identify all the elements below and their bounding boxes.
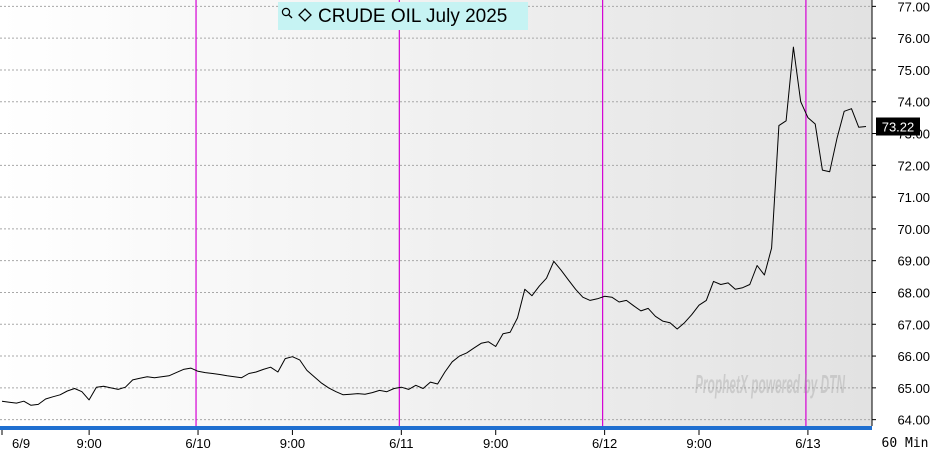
x-tick-label: 6/11 [389, 436, 413, 451]
x-tick-label: 6/12 [592, 436, 617, 451]
y-tick-label: 69.00 [897, 254, 930, 269]
watermark: ProphetX powered by DTN [695, 369, 846, 399]
x-tick-label: 9:00 [280, 436, 305, 451]
y-tick-label: 70.00 [897, 222, 930, 237]
timeframe-label[interactable]: 60 Min [874, 431, 936, 455]
series-layer [1, 46, 867, 406]
chart-title-box: CRUDE OIL July 2025 [278, 2, 528, 30]
y-tick-label: 66.00 [897, 349, 930, 364]
y-tick-label: 72.00 [897, 158, 930, 173]
x-axis: 6/9 9:00 6/10 9:00 6/11 9:00 6/12 9:00 6/13 [1, 430, 821, 451]
x-tick-label: 6/9 [12, 436, 30, 451]
y-tick-label: 71.00 [897, 190, 930, 205]
x-tick-label: 9:00 [483, 436, 508, 451]
y-tick-label: 76.00 [897, 31, 930, 46]
last-price-box [876, 117, 920, 136]
y-tick-label: 67.00 [897, 317, 930, 332]
x-axis-background [0, 430, 872, 455]
magnifier-icon[interactable] [281, 7, 293, 19]
y-axis: 64.00 65.00 66.00 67.00 68.00 69.00 70.00 71.00… [872, 0, 930, 428]
diamond-icon[interactable] [298, 8, 312, 22]
x-tick-label: 9:00 [686, 436, 711, 451]
y-tick-label: 64.00 [897, 413, 930, 428]
price-line[interactable] [1, 46, 867, 406]
x-tick-label: 9:00 [76, 436, 101, 451]
chart-title: CRUDE OIL July 2025 [318, 6, 507, 27]
last-price-badge: 73.22 [876, 117, 920, 136]
x-axis-band [0, 426, 872, 430]
y-tick-label: 65.00 [897, 381, 930, 396]
x-tick-label: 6/13 [795, 436, 820, 451]
plot-background [0, 0, 872, 426]
last-price-label: 73.22 [882, 120, 915, 135]
y-tick-label: 74.00 [897, 95, 930, 110]
day-separators [195, 0, 807, 426]
y-tick-label: 77.00 [897, 0, 930, 14]
gridlines [0, 5, 872, 421]
title-background [278, 2, 528, 30]
y-axis-background [872, 0, 936, 426]
x-tick-label: 6/10 [185, 436, 210, 451]
y-tick-label: 75.00 [897, 63, 930, 78]
y-tick-label: 68.00 [897, 285, 930, 300]
watermark-text: ProphetX powered by DTN [695, 369, 846, 399]
